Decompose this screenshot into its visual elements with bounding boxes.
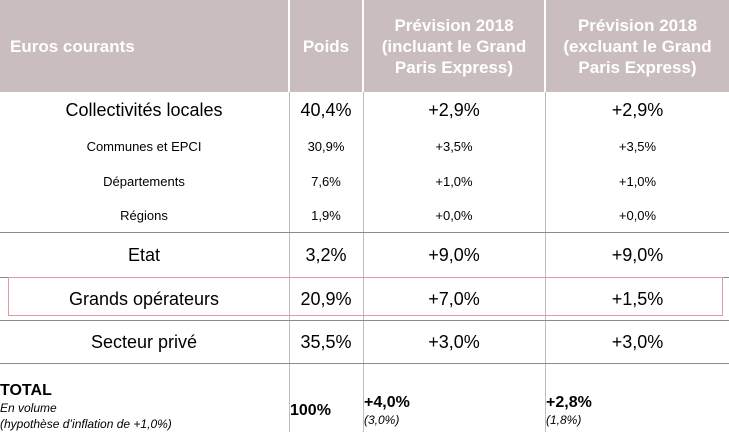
table-row: Communes et EPCI 30,9% +3,5% +3,5% — [0, 128, 729, 164]
total-without-gpe-volume: (1,8%) — [546, 412, 582, 427]
row-poids: 1,9% — [311, 207, 341, 223]
header-poids: Poids — [290, 0, 362, 92]
column-divider — [363, 92, 364, 432]
header-prevision-with-gpe: Prévision 2018 (incluant le Grand Paris … — [364, 0, 544, 92]
row-poids: 20,9% — [300, 288, 352, 309]
table-row-highlighted: Grands opérateurs 20,9% +7,0% +1,5% — [0, 278, 729, 320]
total-label-cell: TOTAL En volume (hypothèse d’inflation d… — [0, 364, 288, 440]
row-with-gpe: +3,0% — [428, 331, 480, 352]
row-divider — [0, 232, 729, 233]
column-divider — [289, 92, 290, 432]
table-row: Départements 7,6% +1,0% +1,0% — [0, 164, 729, 198]
row-with-gpe: +0,0% — [435, 207, 473, 223]
total-with-gpe-volume: (3,0%) — [364, 412, 400, 427]
row-with-gpe: +1,0% — [435, 173, 473, 189]
row-with-gpe: +9,0% — [428, 244, 480, 265]
total-poids: 100% — [290, 401, 331, 419]
total-sub-inflation: (hypothèse d’inflation de +1,0%) — [0, 416, 172, 431]
table-row: Etat 3,2% +9,0% +9,0% — [0, 233, 729, 277]
row-poids: 7,6% — [311, 173, 341, 189]
total-with-gpe: +4,0% — [364, 393, 410, 411]
total-without-gpe: +2,8% — [546, 393, 592, 411]
column-divider — [545, 92, 546, 432]
row-label: Secteur privé — [90, 331, 198, 352]
row-label: Départements — [103, 173, 185, 189]
row-poids: 40,4% — [300, 99, 352, 120]
row-with-gpe: +2,9% — [428, 99, 480, 120]
header-prevision-without-gpe: Prévision 2018 (excluant le Grand Paris … — [546, 0, 729, 92]
row-with-gpe: +7,0% — [428, 288, 480, 309]
row-without-gpe: +1,5% — [611, 288, 664, 309]
row-divider — [0, 363, 729, 364]
table-row: Collectivités locales 40,4% +2,9% +2,9% — [0, 92, 729, 128]
total-label: TOTAL — [0, 381, 52, 399]
row-poids: 35,5% — [300, 331, 352, 352]
row-label: Collectivités locales — [65, 99, 223, 120]
row-label: Communes et EPCI — [86, 138, 202, 154]
row-without-gpe: +9,0% — [611, 244, 664, 265]
row-poids: 3,2% — [305, 244, 347, 265]
table-row-total: TOTAL En volume (hypothèse d’inflation d… — [0, 364, 729, 432]
row-without-gpe: +1,0% — [618, 173, 657, 189]
total-poids-cell: 100% — [290, 364, 362, 444]
total-sub-volume: En volume — [0, 400, 57, 415]
row-without-gpe: +2,9% — [611, 99, 664, 120]
total-with-gpe-cell: +4,0% (3,0%) — [364, 364, 544, 444]
row-without-gpe: +3,5% — [618, 138, 657, 154]
row-poids: 30,9% — [307, 138, 345, 154]
row-divider — [0, 320, 729, 321]
total-without-gpe-cell: +2,8% (1,8%) — [546, 364, 729, 444]
row-without-gpe: +3,0% — [611, 331, 664, 352]
table-row: Régions 1,9% +0,0% +0,0% — [0, 198, 729, 232]
highlight-box — [8, 277, 723, 316]
table-row: Secteur privé 35,5% +3,0% +3,0% — [0, 321, 729, 363]
row-label: Etat — [127, 244, 161, 265]
row-label: Grands opérateurs — [68, 288, 220, 309]
row-without-gpe: +0,0% — [618, 207, 657, 223]
header-euros-courants: Euros courants — [0, 0, 288, 92]
row-with-gpe: +3,5% — [435, 138, 473, 154]
row-label: Régions — [120, 207, 168, 223]
